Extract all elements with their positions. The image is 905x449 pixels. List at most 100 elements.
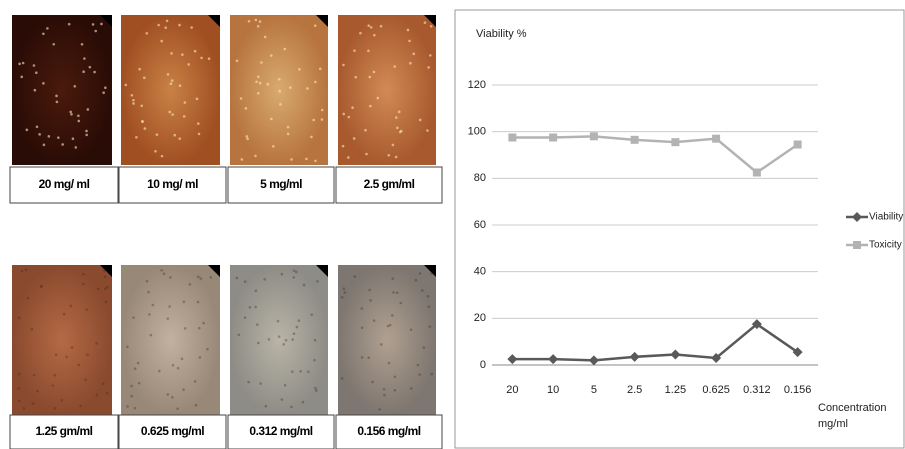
- cell-dot: [168, 111, 171, 114]
- cell-dot: [144, 127, 147, 130]
- cell-dot: [407, 29, 410, 32]
- cell-dot: [409, 62, 412, 65]
- cell-dot: [83, 57, 86, 60]
- cell-dot: [427, 305, 430, 308]
- cell-dot: [167, 393, 170, 396]
- cell-dot: [296, 326, 299, 329]
- cell-dot: [314, 387, 317, 390]
- cell-dot: [260, 61, 263, 64]
- cell-dot: [56, 101, 59, 104]
- cell-dot: [130, 385, 133, 388]
- cell-dot: [42, 32, 45, 35]
- cell-dot: [430, 272, 433, 275]
- cell-dot: [321, 109, 324, 112]
- cell-dot: [391, 314, 394, 317]
- cell-dot: [400, 302, 403, 305]
- cell-dot: [361, 326, 364, 329]
- cell-dot: [380, 343, 383, 346]
- cell-dot: [54, 374, 57, 377]
- cell-dot: [73, 85, 76, 88]
- legend-marker: [852, 212, 862, 222]
- cell-dot: [281, 273, 284, 276]
- cell-dot: [209, 276, 212, 279]
- point: [671, 138, 679, 146]
- cell-dot: [427, 66, 430, 69]
- cell-dot: [278, 90, 281, 93]
- cell-dot: [72, 137, 75, 140]
- cell-dot: [132, 102, 135, 105]
- cell-dot: [419, 119, 422, 122]
- cell-dot: [171, 79, 174, 82]
- cell-dot: [347, 156, 350, 159]
- cell-dot: [305, 158, 308, 161]
- cell-dot: [77, 114, 80, 117]
- point: [631, 136, 639, 144]
- cell-dot: [167, 73, 170, 76]
- cell-dot: [164, 26, 167, 29]
- cell-dot: [303, 284, 306, 287]
- cell-dot: [168, 305, 171, 308]
- cell-dot: [104, 86, 107, 89]
- cell-dot: [81, 43, 84, 46]
- cell-dot: [310, 136, 313, 139]
- series-line: [512, 136, 797, 172]
- cell-dot: [138, 382, 141, 385]
- cell-dot: [18, 63, 21, 66]
- cell-dot: [264, 36, 267, 39]
- cell-dot: [170, 82, 173, 85]
- micrograph: [338, 265, 436, 415]
- cell-dot: [104, 276, 107, 279]
- cell-dot: [21, 270, 24, 273]
- cell-dot: [316, 280, 319, 283]
- cell-dot: [418, 373, 421, 376]
- cell-dot: [86, 354, 89, 357]
- cell-dot: [279, 103, 282, 106]
- cell-dot: [285, 339, 288, 342]
- cell-dot: [160, 40, 163, 43]
- cell-dot: [255, 80, 258, 83]
- cell-dot: [95, 394, 98, 397]
- cell-dot: [125, 84, 128, 87]
- cell-dot: [36, 390, 39, 393]
- cell-dot: [342, 113, 345, 116]
- cell-dot: [380, 25, 383, 28]
- cell-dot: [70, 305, 73, 308]
- cell-dot: [55, 95, 58, 98]
- micrographs: 20 mg/ ml10 mg/ ml5 mg/ml2.5 gm/ml1.25 g…: [10, 15, 442, 449]
- cell-dot: [206, 348, 209, 351]
- cell-dot: [423, 346, 426, 349]
- cell-dot: [79, 404, 82, 407]
- cell-dot: [421, 289, 424, 292]
- cell-dot: [134, 367, 137, 370]
- cell-dot: [236, 277, 239, 280]
- cell-dot: [383, 388, 386, 391]
- cell-dot: [202, 322, 205, 325]
- cell-dot: [236, 59, 239, 62]
- cell-dot: [377, 97, 380, 100]
- cell-dot: [18, 399, 21, 402]
- cell-dot: [259, 82, 262, 85]
- cell-dot: [392, 291, 395, 294]
- cell-dot: [70, 113, 73, 116]
- cell-dot: [314, 160, 317, 163]
- cell-dot: [95, 342, 98, 345]
- cell-dot: [272, 145, 275, 148]
- cell-dot: [371, 381, 374, 384]
- cell-dot: [369, 299, 372, 302]
- cell-dot: [194, 380, 197, 383]
- point: [590, 132, 598, 140]
- cell-dot: [313, 359, 316, 362]
- cell-dot: [184, 101, 187, 104]
- cell-dot: [270, 118, 273, 121]
- cell-dot: [302, 401, 305, 404]
- cell-dot: [198, 133, 201, 136]
- cell-dot: [181, 358, 184, 361]
- y-axis-title: Viability %: [476, 28, 527, 40]
- cell-dot: [85, 134, 88, 137]
- cell-dot: [373, 319, 376, 322]
- cell-dot: [342, 145, 345, 148]
- cell-dot: [244, 280, 247, 283]
- cell-dot: [31, 328, 34, 331]
- cell-dot: [106, 392, 109, 395]
- micrograph: [121, 15, 220, 165]
